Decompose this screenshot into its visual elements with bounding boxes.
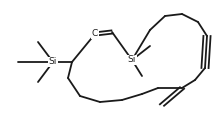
- Text: Si: Si: [128, 56, 136, 65]
- Text: C: C: [92, 30, 98, 39]
- Text: Si: Si: [49, 57, 57, 66]
